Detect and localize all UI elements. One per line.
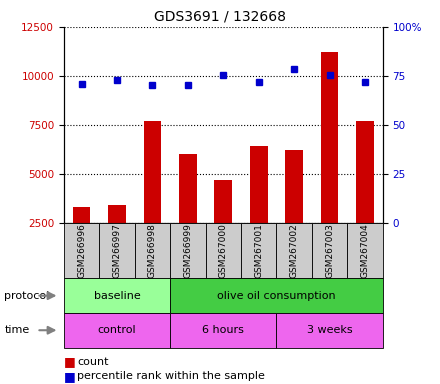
Text: 6 hours: 6 hours xyxy=(202,325,244,335)
Text: time: time xyxy=(4,325,29,335)
Text: protocol: protocol xyxy=(4,291,50,301)
Text: olive oil consumption: olive oil consumption xyxy=(217,291,336,301)
Bar xyxy=(179,154,197,223)
Bar xyxy=(143,121,161,223)
Text: GSM266998: GSM266998 xyxy=(148,223,157,278)
Text: GSM267001: GSM267001 xyxy=(254,223,263,278)
Bar xyxy=(321,52,338,223)
Bar xyxy=(214,180,232,223)
Bar xyxy=(108,205,126,223)
Text: GSM267003: GSM267003 xyxy=(325,223,334,278)
Text: ■: ■ xyxy=(64,370,76,383)
Text: count: count xyxy=(77,357,109,367)
Text: GSM266999: GSM266999 xyxy=(183,223,192,278)
Bar xyxy=(250,146,268,223)
Text: GSM267000: GSM267000 xyxy=(219,223,228,278)
Text: percentile rank within the sample: percentile rank within the sample xyxy=(77,371,265,381)
Bar xyxy=(285,150,303,223)
Text: 3 weeks: 3 weeks xyxy=(307,325,352,335)
Text: control: control xyxy=(98,325,136,335)
Bar xyxy=(73,207,90,223)
Text: ■: ■ xyxy=(64,355,76,368)
Text: GSM266996: GSM266996 xyxy=(77,223,86,278)
Text: GSM266997: GSM266997 xyxy=(113,223,121,278)
Text: GSM267002: GSM267002 xyxy=(290,223,299,278)
Text: baseline: baseline xyxy=(94,291,140,301)
Bar xyxy=(356,121,374,223)
Text: GSM267004: GSM267004 xyxy=(360,223,370,278)
Text: GDS3691 / 132668: GDS3691 / 132668 xyxy=(154,10,286,23)
